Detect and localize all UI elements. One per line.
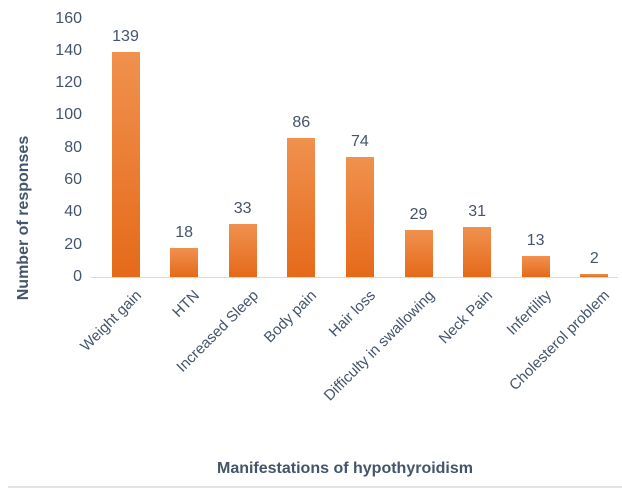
y-tick-label: 160 [55,9,82,27]
chart-bottom-border [8,486,622,488]
y-tick-label: 60 [64,171,82,189]
bar [170,248,199,277]
x-axis-title: Manifestations of hypothyroidism [216,460,473,477]
bar-value-label: 74 [350,133,369,150]
bar-value-label: 29 [409,206,428,223]
bar-value-label: 139 [112,28,139,45]
bar [111,52,140,277]
bar [463,227,492,277]
bar [580,274,609,277]
bar [345,157,374,277]
bar-value-label: 2 [589,250,599,267]
y-tick-label: 20 [64,235,82,253]
x-axis-line [91,277,618,278]
y-tick-label: 80 [64,138,82,156]
bar-value-label: 33 [233,200,252,217]
bar-value-label: 18 [175,224,193,241]
bar [404,230,433,277]
y-tick-label: 100 [55,106,82,124]
bar-value-label: 13 [526,232,545,249]
y-axis-title: Number of responses [15,135,32,301]
bar-value-label: 86 [292,114,311,131]
bar-value-label: 31 [468,203,486,220]
bar [287,138,316,277]
y-tick-label: 140 [55,41,82,59]
y-tick-label: 0 [73,268,82,285]
bar [228,224,257,277]
y-tick-label: 120 [55,74,82,92]
bar [521,256,550,277]
y-tick-label: 40 [64,203,82,221]
